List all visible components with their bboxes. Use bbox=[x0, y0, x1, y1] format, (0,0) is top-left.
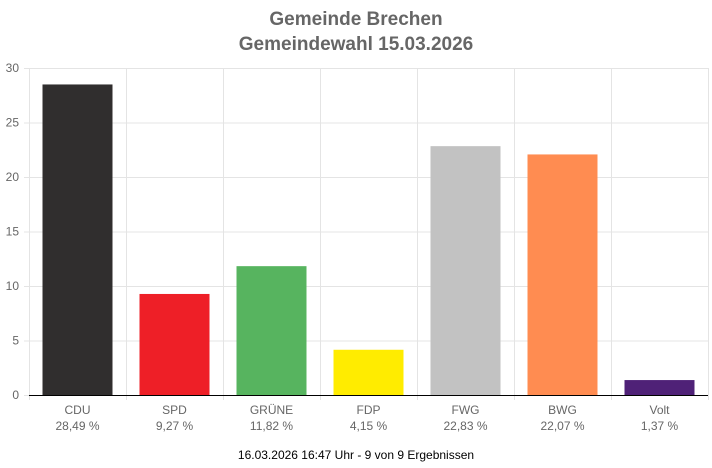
y-tick-label: 5 bbox=[12, 334, 19, 348]
x-value-label: 1,37 % bbox=[641, 419, 679, 433]
x-category-label: CDU bbox=[65, 403, 91, 417]
x-category-label: BWG bbox=[548, 403, 577, 417]
bar-fwg bbox=[430, 146, 501, 395]
bar-fdp bbox=[333, 349, 404, 395]
x-category-label: FDP bbox=[357, 403, 381, 417]
bar-grüne bbox=[236, 266, 307, 395]
x-value-label: 4,15 % bbox=[350, 419, 388, 433]
chart-footer: 16.03.2026 16:47 Uhr - 9 von 9 Ergebniss… bbox=[237, 448, 475, 462]
x-category-label: SPD bbox=[162, 403, 187, 417]
y-tick-label: 15 bbox=[6, 225, 20, 239]
bar-spd bbox=[139, 293, 210, 395]
chart-subtitle: Gemeindewahl 15.03.2026 bbox=[238, 34, 474, 55]
x-category-label: Volt bbox=[649, 403, 670, 417]
y-tick-label: 10 bbox=[6, 279, 20, 293]
y-tick-label: 25 bbox=[6, 116, 20, 130]
x-value-label: 22,07 % bbox=[540, 419, 584, 433]
x-value-label: 28,49 % bbox=[55, 419, 99, 433]
x-value-label: 22,83 % bbox=[443, 419, 487, 433]
y-tick-label: 20 bbox=[6, 170, 20, 184]
bar-bwg bbox=[527, 154, 598, 395]
y-tick-label: 30 bbox=[6, 61, 20, 75]
bar-volt bbox=[624, 380, 695, 395]
x-category-label: FWG bbox=[452, 403, 480, 417]
bar-cdu bbox=[42, 84, 113, 396]
x-value-label: 11,82 % bbox=[250, 419, 293, 433]
y-tick-label: 0 bbox=[12, 388, 19, 402]
x-category-label: GRÜNE bbox=[250, 403, 293, 417]
x-value-label: 9,27 % bbox=[156, 419, 194, 433]
chart-title: Gemeinde Brechen bbox=[269, 9, 443, 30]
